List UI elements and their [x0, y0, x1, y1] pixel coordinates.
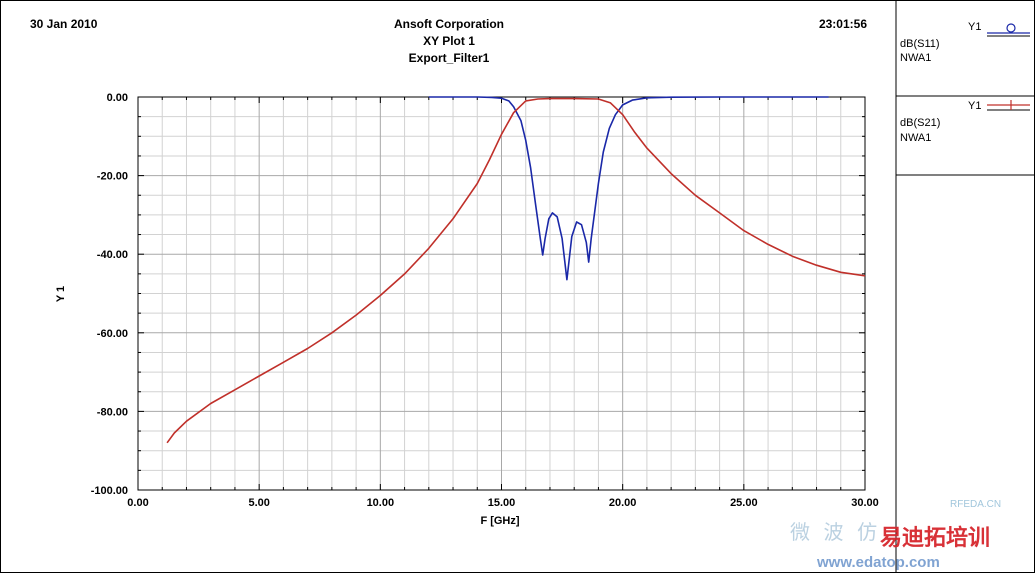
header-time: 23:01:56	[819, 17, 867, 31]
legend-entry-s11[interactable]: Y1 dB(S11) NWA1	[900, 21, 1030, 64]
y-tick-label: 0.00	[107, 92, 128, 104]
watermark-cn-light: 微 波 仿	[790, 521, 881, 544]
y-tick-label: -100.00	[91, 485, 128, 497]
design-name: Export_Filter1	[409, 51, 490, 65]
x-tick-label: 25.00	[730, 497, 758, 509]
plot-area	[137, 96, 866, 491]
y-tick-labels: 0.00 -20.00 -40.00 -60.00 -80.00 -100.00	[91, 92, 128, 497]
legend-axis-label: Y1	[968, 21, 981, 33]
y-tick-label: -60.00	[97, 328, 128, 340]
series-layer	[166, 96, 866, 444]
x-tick-labels: 0.00 5.00 10.00 15.00 20.00 25.00 30.00	[127, 497, 878, 509]
watermark: RFEDA.CN 微 波 仿 易迪拓培训 www.edatop.com	[790, 499, 1001, 571]
tick-marks	[137, 96, 866, 491]
legend-trace-name: dB(S21)	[900, 117, 940, 129]
circle-marker-icon	[1006, 23, 1016, 33]
watermark-url: www.edatop.com	[816, 554, 940, 571]
x-axis-title: F [GHz]	[480, 515, 519, 527]
legend-axis-label: Y1	[968, 100, 981, 112]
watermark-rfeda: RFEDA.CN	[950, 499, 1001, 510]
x-tick-label: 30.00	[851, 497, 879, 509]
legend-setup-name: NWA1	[900, 52, 931, 64]
series-line-db-s21	[166, 97, 866, 444]
y-tick-label: -80.00	[97, 406, 128, 418]
series-line-db-s11	[428, 96, 829, 281]
x-tick-label: 20.00	[609, 497, 637, 509]
x-tick-label: 5.00	[248, 497, 269, 509]
header-company: Ansoft Corporation	[394, 17, 504, 31]
y-tick-label: -40.00	[97, 249, 128, 261]
legend-panel[interactable]: Y1 dB(S11) NWA1 Y1 dB(S21) NWA1	[895, 0, 1035, 573]
x-tick-label: 0.00	[127, 497, 148, 509]
legend-entry-s21[interactable]: Y1 dB(S21) NWA1	[900, 100, 1030, 144]
header-date: 30 Jan 2010	[30, 17, 98, 31]
y-tick-label: -20.00	[97, 171, 128, 183]
legend-trace-name: dB(S11)	[900, 38, 940, 50]
plot-title: XY Plot 1	[423, 34, 475, 48]
x-tick-label: 10.00	[367, 497, 395, 509]
y-axis-title: Y 1	[55, 286, 67, 302]
legend-setup-name: NWA1	[900, 132, 931, 144]
watermark-cn-main: 易迪拓培训	[880, 525, 990, 550]
grid-major	[138, 97, 865, 490]
x-tick-label: 15.00	[488, 497, 516, 509]
